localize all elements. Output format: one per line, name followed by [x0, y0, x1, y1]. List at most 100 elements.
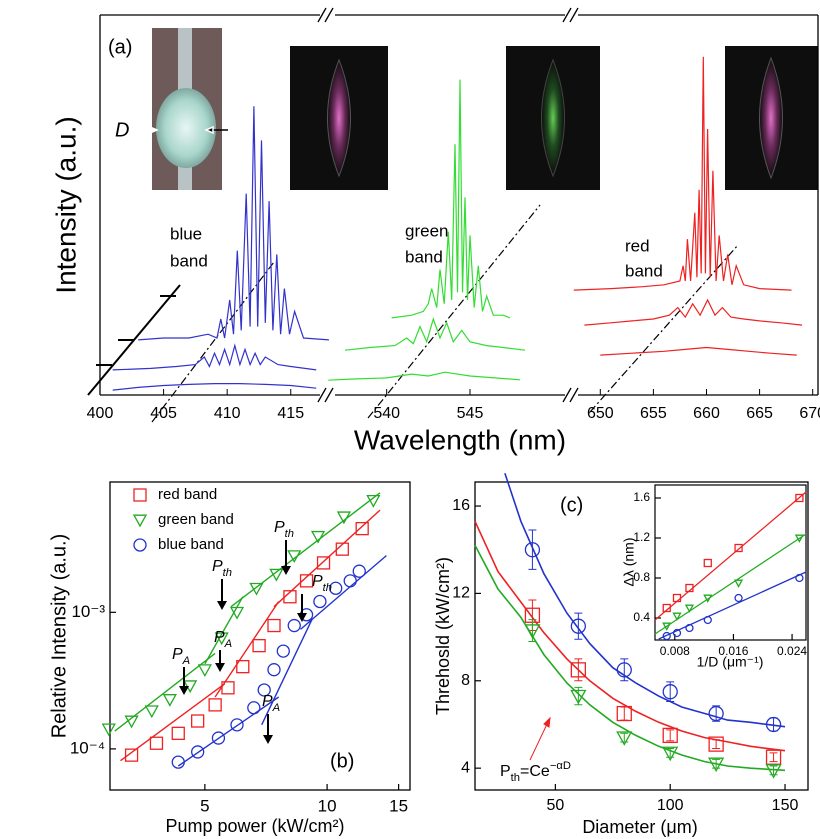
point [149, 736, 164, 750]
spectrum [112, 383, 317, 391]
annotation-arrowhead [215, 663, 225, 672]
legend-marker [133, 488, 147, 502]
x-axis-title: Wavelength (nm) [354, 424, 566, 455]
x-tick-label: 10 [318, 796, 337, 815]
y-tick-label: 8 [461, 672, 470, 689]
frame-c [474, 481, 809, 791]
band-label: band [170, 251, 208, 270]
formula-part: P [500, 763, 511, 780]
annotation-part: P [212, 558, 223, 575]
inset-point [672, 628, 682, 638]
annotation-part: A [182, 655, 190, 667]
formula: Pth=Ce−αD [500, 760, 571, 784]
annotation-part: P [214, 629, 225, 646]
x-tick-label: 540 [373, 405, 400, 422]
point [524, 542, 541, 558]
point [343, 574, 357, 588]
point [229, 606, 245, 620]
inset-point [662, 622, 672, 631]
point [662, 746, 679, 762]
point [208, 698, 222, 712]
fit-line [120, 683, 226, 762]
x-tick-label: 100 [657, 797, 684, 814]
point [662, 727, 678, 744]
point [708, 757, 725, 773]
inset-point [662, 631, 671, 641]
spectrum [328, 371, 521, 381]
point [570, 618, 586, 634]
error-bar [712, 739, 721, 749]
point [335, 542, 349, 556]
fit-curve [474, 544, 786, 772]
annotation: Pth [212, 558, 232, 579]
x-axis-title: Diameter (μm) [582, 817, 697, 837]
point [269, 568, 284, 582]
annotation-part: th [223, 567, 232, 579]
point [708, 705, 724, 722]
y-tick-label: 10⁻⁴ [70, 738, 105, 757]
spectrum [584, 298, 803, 326]
axis-breaks [99, 7, 819, 403]
x-tick-label: 150 [772, 797, 799, 814]
point [191, 745, 205, 759]
diameter-label: D [115, 119, 129, 141]
point [313, 594, 327, 609]
spectrum [391, 79, 511, 319]
x-tick-label: 655 [640, 405, 667, 422]
inset-point [672, 593, 682, 603]
annotation-part: P [312, 573, 323, 590]
error-bar [574, 612, 583, 640]
diameter-arrows [135, 125, 228, 135]
annotation-arrowhead [297, 613, 307, 622]
y-axis-title: Intensity (a.u.) [50, 116, 81, 293]
panel-label: (b) [330, 750, 354, 772]
x-tick-label: 670 [799, 405, 820, 422]
inset-y-title: Δλ (nm) [621, 537, 637, 586]
x-tick-label: 410 [214, 405, 241, 422]
y-tick-label: 0.8 [633, 570, 650, 584]
point [197, 664, 212, 678]
error-bar [528, 529, 537, 570]
point [124, 748, 139, 762]
legend-marker [133, 538, 147, 552]
point [765, 716, 782, 733]
offset-axis [87, 284, 181, 396]
point [267, 618, 281, 633]
point [230, 718, 244, 732]
point [765, 764, 782, 779]
frame-b [109, 481, 411, 791]
annotation-part: P [172, 646, 183, 663]
photo-microsphere [152, 28, 222, 190]
inset-point [685, 623, 694, 633]
x-tick-label: 665 [746, 405, 773, 422]
inset-point [684, 604, 695, 613]
y-axis-title: Threhosld (kW/cm²) [433, 557, 453, 715]
point [310, 530, 326, 544]
formula-part: =Ce [520, 763, 550, 780]
x-tick-label: 415 [277, 405, 304, 422]
point [211, 731, 226, 745]
annotation: Pth [274, 519, 294, 540]
frame-inset [654, 484, 807, 641]
formula-arrow [529, 716, 551, 761]
point [616, 705, 632, 722]
point [336, 511, 352, 525]
x-tick-label: 660 [693, 405, 720, 422]
point [616, 731, 633, 746]
error-bar [666, 747, 675, 758]
y-tick-label: 0.4 [633, 610, 650, 624]
point [570, 662, 586, 678]
fit-curve [504, 473, 786, 728]
inset-point [733, 579, 744, 588]
error-bar [712, 758, 721, 769]
x-tick-label: 0.008 [660, 644, 690, 658]
point [299, 574, 314, 588]
point [662, 684, 678, 700]
point [287, 618, 301, 633]
inset-fit [654, 533, 807, 635]
inset-point [795, 573, 804, 583]
band-label: blue [170, 224, 202, 243]
y-tick-label: 16 [452, 497, 470, 514]
inset-point [734, 543, 743, 553]
